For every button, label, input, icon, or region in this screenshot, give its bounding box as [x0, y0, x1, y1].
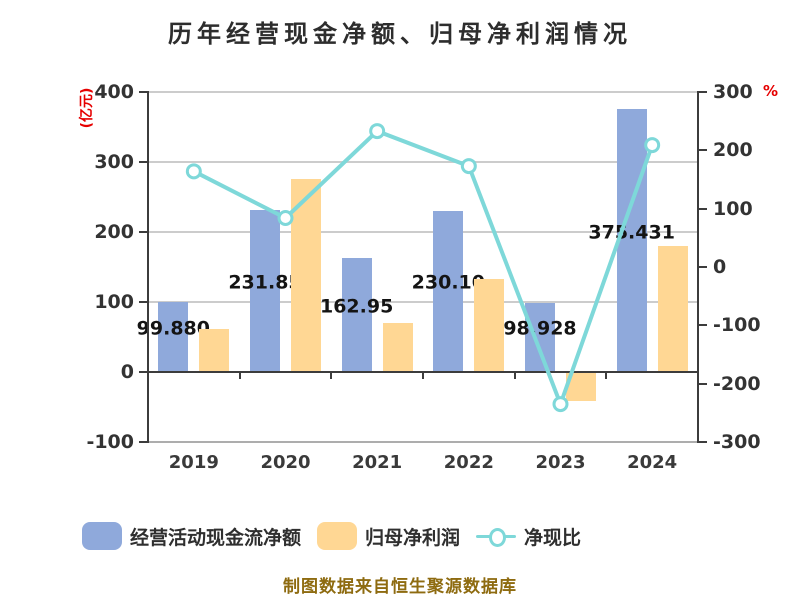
y-axis-tick-label-left: 200	[94, 221, 134, 243]
legend-item-net-profit[interactable]: 归母净利润	[317, 522, 460, 550]
bar-operating-cashflow[interactable]	[433, 210, 464, 372]
x-axis-tick-label: 2021	[352, 452, 403, 473]
bar-net-profit[interactable]	[199, 329, 230, 372]
bar-value-label: 98.928	[503, 317, 577, 340]
legend-label: 经营活动现金流净额	[130, 526, 302, 549]
bar-value-label: 99.880	[136, 317, 210, 340]
bar-value-label: 375.431	[588, 221, 675, 244]
x-axis-tick-label: 2024	[627, 452, 678, 473]
bar-value-label: 162.95	[319, 295, 394, 318]
plot-area: 99.880 231.85 162.95 230.10 98.928 375.431 400…	[86, 83, 760, 474]
y-axis-tick-label-right: 100	[713, 197, 753, 220]
bar-operating-cashflow[interactable]	[341, 257, 372, 372]
axis-tick	[698, 149, 707, 152]
bar-net-profit[interactable]	[382, 323, 413, 372]
net-cash-ratio-line	[185, 123, 661, 413]
category-tick	[513, 373, 516, 379]
axis-tick	[698, 207, 707, 210]
line-marker-icon	[476, 522, 517, 550]
y-axis-tick-label-right: 300	[713, 81, 753, 103]
y-axis-tick-label-right: -100	[713, 314, 761, 337]
bar-net-profit[interactable]	[474, 278, 505, 372]
axis-tick	[698, 382, 707, 385]
gridline	[148, 441, 698, 443]
bar-swatch-icon	[317, 522, 358, 550]
y-axis-tick-label-left: 0	[120, 361, 134, 383]
axis-tick	[698, 324, 707, 327]
bar-operating-cashflow[interactable]	[250, 209, 280, 372]
y-axis-tick-label-left: 100	[94, 291, 134, 313]
axis-tick	[139, 231, 148, 233]
bar-operating-cashflow[interactable]	[616, 109, 647, 372]
line-data-point[interactable]	[185, 163, 202, 180]
axis-tick	[139, 91, 148, 93]
axis-tick	[139, 161, 148, 163]
x-axis-tick-label: 2019	[168, 452, 219, 473]
y-axis-tick-label-left: 400	[94, 81, 134, 103]
gridline	[148, 301, 698, 303]
y-axis-tick-label-right: -300	[713, 431, 761, 453]
axis-tick	[698, 91, 707, 93]
left-axis-line	[147, 91, 149, 443]
right-axis-unit-label: %	[763, 82, 779, 100]
line-data-point[interactable]	[644, 137, 661, 154]
category-tick	[605, 373, 608, 379]
legend: 经营活动现金流净额 归母净利润 净现比	[82, 520, 581, 552]
category-tick	[330, 373, 333, 379]
line-data-point[interactable]	[369, 123, 386, 140]
category-tick	[238, 373, 241, 379]
left-axis-unit-label: (亿元)	[79, 87, 95, 129]
axis-tick	[139, 301, 148, 303]
x-axis-tick-label: 2022	[443, 452, 494, 473]
bar-net-profit[interactable]	[657, 246, 688, 372]
data-source-note: 制图数据来自恒生聚源数据库	[283, 577, 517, 597]
legend-label: 净现比	[524, 526, 582, 549]
gridline	[148, 91, 698, 93]
axis-tick	[698, 266, 707, 268]
x-axis-tick-label: 2023	[535, 452, 586, 473]
bar-swatch-icon	[82, 522, 122, 550]
y-axis-tick-label-right: -200	[713, 372, 761, 395]
gridline	[148, 161, 698, 163]
bar-operating-cashflow[interactable]	[158, 302, 189, 372]
axis-tick	[139, 441, 148, 443]
bar-operating-cashflow[interactable]	[525, 302, 555, 372]
y-axis-tick-label-left: -100	[86, 431, 134, 453]
line-data-point[interactable]	[277, 210, 294, 226]
bar-net-profit[interactable]	[291, 178, 321, 372]
zero-axis-line	[148, 371, 698, 373]
bar-value-label: 230.10	[411, 271, 485, 294]
legend-item-net-cash-ratio[interactable]: 净现比	[476, 522, 581, 550]
line-data-point[interactable]	[552, 396, 569, 413]
x-axis-tick-label: 2020	[260, 452, 311, 473]
line-data-point[interactable]	[460, 158, 477, 175]
axis-tick	[139, 371, 148, 373]
legend-item-operating-cashflow[interactable]: 经营活动现金流净额	[82, 522, 301, 550]
y-axis-tick-label-left: 300	[94, 151, 134, 173]
chart-title: 历年经营现金净额、归母净利润情况	[168, 20, 632, 48]
gridline	[148, 231, 698, 233]
axis-tick	[698, 441, 707, 443]
y-axis-tick-label-right: 0	[713, 256, 727, 278]
category-tick	[422, 373, 424, 379]
y-axis-tick-label-right: 200	[713, 139, 753, 162]
bar-value-label: 231.85	[228, 271, 302, 294]
legend-label: 归母净利润	[365, 526, 461, 549]
